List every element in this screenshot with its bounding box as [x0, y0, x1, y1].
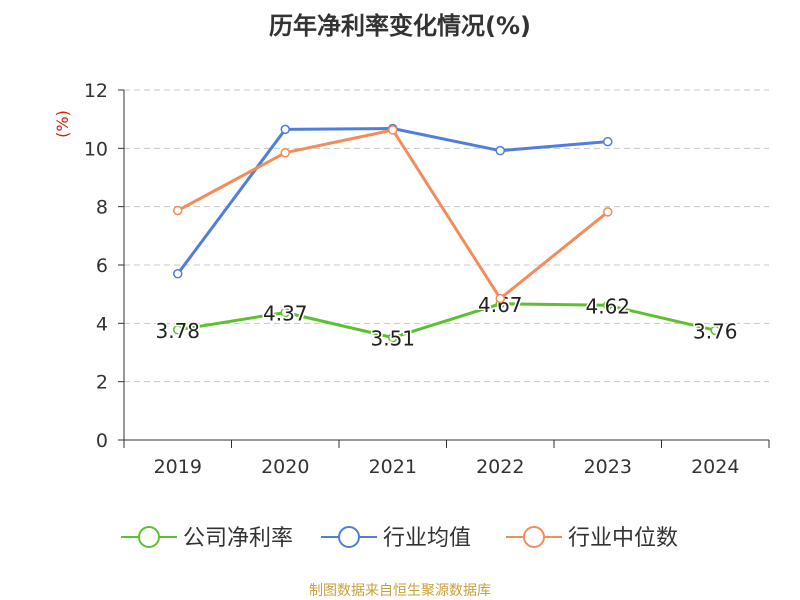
data-source-note: 制图数据来自恒生聚源数据库 [309, 583, 491, 599]
x-tick-label: 2022 [476, 456, 524, 478]
data-label: 3.78 [155, 319, 200, 343]
x-tick-label: 2020 [261, 456, 309, 478]
legend-marker [338, 526, 360, 548]
y-tick-label: 6 [96, 255, 108, 277]
data-label: 4.62 [585, 294, 630, 318]
legend-label: 行业中位数 [568, 526, 678, 551]
x-tick-label: 2021 [369, 456, 417, 478]
data-point [388, 332, 398, 343]
chart-title: 历年净利率变化情况(%) [269, 12, 531, 40]
y-tick-label: 12 [84, 80, 108, 102]
data-point [603, 136, 613, 147]
x-tick-label: 2024 [691, 456, 739, 478]
legend-label: 行业均值 [383, 526, 471, 551]
series-1: 3.784.373.514.67 4.623.76 [154, 291, 739, 352]
data-point [495, 145, 505, 156]
x-tick-label: 2023 [584, 456, 632, 478]
data-point [603, 207, 613, 217]
y-tick-label: 0 [96, 430, 108, 452]
data-point [173, 325, 183, 335]
data-point [280, 147, 290, 158]
legend-marker [138, 526, 160, 548]
data-point [495, 293, 505, 304]
legend-item-2: 行业均值 [321, 526, 471, 551]
data-point [388, 125, 398, 135]
data-point [280, 307, 290, 318]
data-point [603, 300, 613, 310]
data-label: 4.37 [263, 302, 308, 326]
y-tick-label: 2 [96, 372, 108, 394]
data-point [173, 269, 183, 279]
legend-label: 公司净利率 [183, 526, 293, 551]
series-line [177, 302, 716, 340]
y-tick-label: 4 [96, 313, 108, 335]
data-point [710, 325, 720, 336]
legend-item-1: 公司净利率 [121, 526, 293, 551]
x-tick-label: 2019 [154, 456, 202, 478]
legend-item-3: 行业中位数 [506, 526, 678, 551]
data-point [173, 205, 183, 216]
y-tick-label: 8 [96, 197, 108, 219]
series-line [177, 128, 609, 300]
y-axis-label: (%) [53, 110, 72, 138]
series-2 [173, 123, 613, 279]
data-point [280, 124, 290, 135]
series-line [176, 127, 608, 275]
data-label: 3.51 [370, 327, 415, 351]
legend-marker [523, 526, 545, 548]
y-tick-label: 10 [84, 138, 108, 160]
series-3 [173, 125, 613, 304]
data-label: 3.76 [693, 319, 738, 343]
